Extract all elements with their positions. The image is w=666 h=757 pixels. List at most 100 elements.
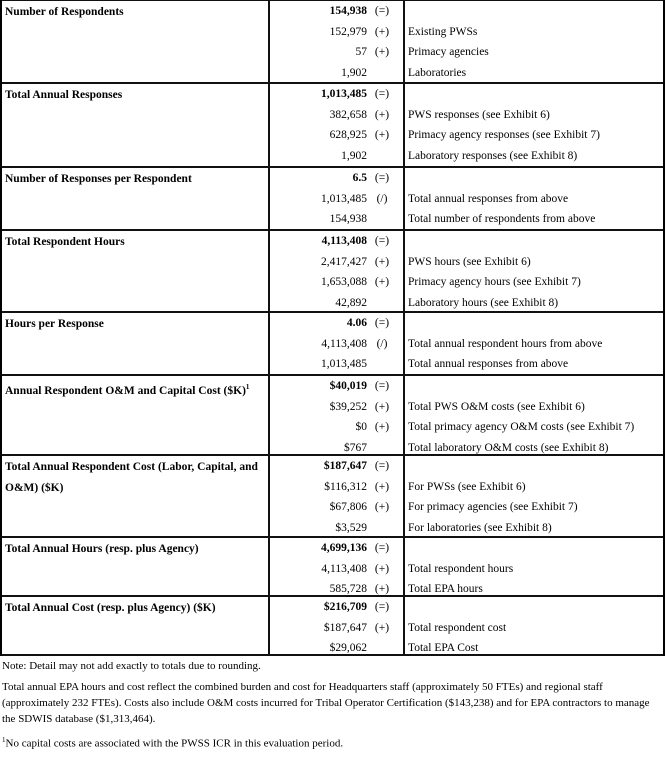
description-text: PWS responses (see Exhibit 6) [408, 108, 550, 121]
operator: (+) [374, 421, 390, 434]
operator [367, 146, 397, 167]
description-row: Total respondent hours [408, 559, 663, 580]
value-row: $116,312 (+) [270, 477, 403, 498]
description-row: PWS hours (see Exhibit 6) [408, 252, 663, 273]
component-value: $67,806 [329, 501, 367, 514]
section-label-text: Total Annual Respondent Cost (Labor, Cap… [5, 461, 258, 494]
description-text: For laboratories (see Exhibit 8) [408, 522, 552, 535]
value-row: $187,647 (+) [270, 618, 403, 639]
operator [367, 518, 397, 539]
operator: (=) [374, 460, 390, 472]
component-value: 1,013,485 [321, 192, 367, 205]
section-label: Number of Respondents [2, 1, 270, 82]
values-column: 4.06 (=) 4,113,408 (/) 1,013,485 [270, 313, 405, 374]
operator [367, 63, 397, 84]
table-section: Total Respondent Hours 4,113,408 (=) 2,417,… [2, 231, 663, 313]
description-row [408, 168, 663, 189]
description-text: For primacy agencies (see Exhibit 7) [408, 501, 578, 514]
description-text: PWS hours (see Exhibit 6) [408, 255, 531, 268]
value-row: 4,113,408 (=) [270, 231, 403, 252]
description-row: Primacy agency hours (see Exhibit 7) [408, 272, 663, 293]
value-row: $67,806 (+) [270, 497, 403, 518]
component-value: $187,647 [323, 621, 367, 634]
operator: (+) [374, 46, 390, 59]
description-text: Total annual responses from above [408, 358, 569, 371]
operator: (=) [374, 380, 390, 392]
value-row: 382,658 (+) [270, 105, 403, 126]
description-text: Total respondent cost [408, 621, 507, 634]
section-label: Hours per Response [2, 313, 270, 374]
component-value: $767 [344, 442, 367, 455]
description-text: Total EPA hours [408, 583, 483, 596]
description-row: Existing PWSs [408, 22, 663, 43]
values-column: 4,699,136 (=) 4,113,408 (+) 585,728 (+) [270, 538, 405, 595]
description-text: Total PWS O&M costs (see Exhibit 6) [408, 400, 585, 413]
operator: (+) [374, 276, 390, 289]
table-section: Number of Respondents 154,938 (=) 152,979 (+… [2, 0, 663, 84]
description-row: For PWSs (see Exhibit 6) [408, 477, 663, 498]
values-column: $216,709 (=) $187,647 (+) $29,062 [270, 597, 405, 654]
description-text: Total number of respondents from above [408, 213, 596, 226]
value-row: $767 [270, 438, 403, 459]
description-row: For laboratories (see Exhibit 8) [408, 518, 663, 539]
description-column: PWS hours (see Exhibit 6) Primacy agency … [405, 231, 663, 311]
operator: (+) [374, 255, 390, 268]
operator [367, 209, 397, 230]
description-row: Total annual respondent hours from above [408, 334, 663, 355]
description-row: Primacy agency responses (see Exhibit 7) [408, 125, 663, 146]
section-label-text: Hours per Response [5, 318, 104, 330]
total-value: 4.06 [346, 317, 367, 329]
component-value: 1,902 [341, 67, 367, 80]
description-text: Primacy agency responses (see Exhibit 7) [408, 129, 600, 142]
value-row: 4,113,408 (/) [270, 334, 403, 355]
description-row [408, 231, 663, 252]
component-value: 42,892 [335, 297, 367, 310]
description-row: For primacy agencies (see Exhibit 7) [408, 497, 663, 518]
value-row: 1,653,088 (+) [270, 272, 403, 293]
section-label: Total Annual Hours (resp. plus Agency) [2, 538, 270, 595]
values-column: $40,019 (=) $39,252 (+) $0 (+) $767 [270, 376, 405, 454]
description-row [408, 84, 663, 105]
component-value: 1,013,485 [321, 358, 367, 371]
section-label: Total Respondent Hours [2, 231, 270, 311]
table-section: Annual Respondent O&M and Capital Cost (… [2, 376, 663, 456]
description-text: Total primacy agency O&M costs (see Exhi… [408, 421, 635, 434]
description-row: Total respondent cost [408, 618, 663, 639]
description-row: Total EPA hours [408, 579, 663, 600]
component-value: 154,938 [329, 213, 367, 226]
description-row: PWS responses (see Exhibit 6) [408, 105, 663, 126]
description-text: Laboratory hours (see Exhibit 8) [408, 297, 559, 310]
description-row: Total EPA Cost [408, 638, 663, 659]
value-row: $0 (+) [270, 417, 403, 438]
values-column: 4,113,408 (=) 2,417,427 (+) 1,653,088 (+) 42,8… [270, 231, 405, 311]
section-label-text: Total Annual Cost (resp. plus Agency) ($… [5, 602, 216, 614]
operator: (+) [374, 25, 390, 38]
description-column: Total PWS O&M costs (see Exhibit 6) Total… [405, 376, 663, 454]
value-row: 154,938 (=) [270, 1, 403, 22]
component-value: $29,062 [329, 642, 367, 655]
description-column: Total respondent hours Total EPA hours [405, 538, 663, 596]
table-section: Total Annual Respondent Cost (Labor, Cap… [2, 456, 663, 538]
operator [367, 354, 397, 375]
value-row: 57 (+) [270, 42, 403, 63]
value-row: 2,417,427 (+) [270, 252, 403, 273]
description-row [408, 1, 663, 22]
table-section: Total Annual Cost (resp. plus Agency) ($… [2, 597, 663, 656]
section-label: Number of Responses per Respondent [2, 168, 270, 229]
description-text: Total laboratory O&M costs (see Exhibit … [408, 442, 609, 455]
operator: (+) [374, 480, 390, 493]
value-row: $39,252 (+) [270, 397, 403, 418]
value-row: 585,728 (+) [270, 579, 403, 600]
total-value: 4,699,136 [321, 542, 367, 554]
operator: (/) [376, 337, 388, 350]
total-value: $40,019 [329, 380, 367, 392]
table-section: Number of Responses per Respondent 6.5 (=)… [2, 168, 663, 231]
value-row: $187,647 (=) [270, 456, 403, 477]
description-row: Total annual responses from above [408, 354, 663, 375]
description-row [408, 538, 663, 559]
total-value: 6.5 [352, 172, 367, 184]
component-value: 1,902 [341, 150, 367, 163]
description-row: Total laboratory O&M costs (see Exhibit … [408, 438, 663, 459]
operator: (+) [374, 108, 390, 121]
value-row: 4.06 (=) [270, 313, 403, 334]
